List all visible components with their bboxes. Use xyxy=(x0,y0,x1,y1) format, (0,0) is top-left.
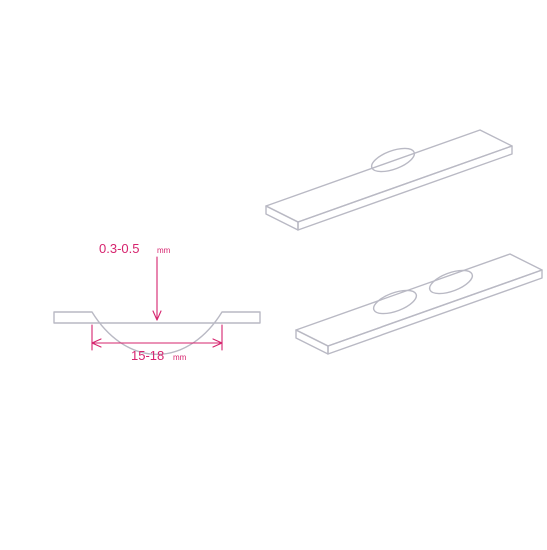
slide-single-well-well-1 xyxy=(372,148,415,171)
slide-double-well-well-1 xyxy=(374,290,417,313)
slide-double-well xyxy=(296,254,542,354)
depth-value: 0.3-0.5 xyxy=(99,241,139,256)
slide-double-well-well-2 xyxy=(430,270,473,293)
width-unit: mm xyxy=(173,353,187,362)
width-dimension: 15-18 mm xyxy=(92,325,222,363)
depth-dimension: 0.3-0.5 mm xyxy=(99,241,171,320)
slide-single-well xyxy=(266,130,512,230)
depth-unit: mm xyxy=(157,246,171,255)
width-value: 15-18 xyxy=(131,348,164,363)
diagram-canvas: 0.3-0.5 mm 15-18 mm xyxy=(0,0,547,550)
